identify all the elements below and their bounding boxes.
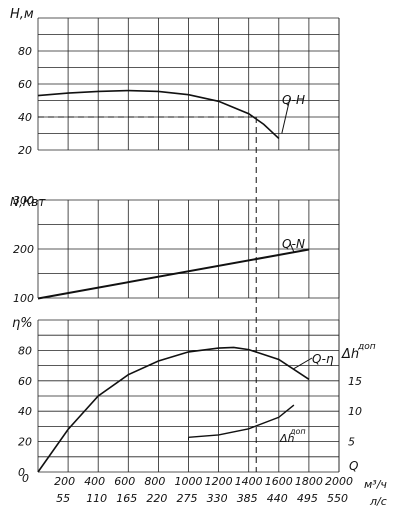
qn-label-leader [289,242,295,253]
x-tick-label-m3h: 200 [54,475,75,488]
origin-label: 0 [22,472,29,485]
qeta-curve [37,346,310,473]
y-tick-label: 60 [18,78,32,91]
power-axis-label: N,Квт [10,195,46,209]
y-tick-label: 80 [18,45,32,58]
chart-curves [37,89,313,473]
y-tick-label: 300 [13,194,34,207]
chart-tick-labels: 20 40 60 80 100 200 300 0 20 40 60 80 5 10 15 200 400 600… [13,45,362,505]
x-tick-label-ls: 110 [86,492,107,505]
y-tick-label: 40 [18,111,32,124]
x-tick-label-m3h: 1400 [235,475,263,488]
npsh-curve-label: Δh [279,432,295,445]
x-tick-label-ls: 275 [177,492,198,505]
x-tick-label-ls: 330 [207,492,228,505]
right-tick-label: 15 [348,375,362,388]
qeta-label-leader [293,357,313,370]
y-tick-label: 0 [18,466,25,479]
x-tick-label-ls: 385 [237,492,258,505]
qh-curve-label: Q-H [282,93,305,107]
chart-grid [37,17,340,473]
x-unit-m3h: м³/ч [364,478,387,491]
x-tick-label-m3h: 1600 [265,475,293,488]
qn-curve-label: Q-N [282,237,305,251]
efficiency-axis-label: η% [12,316,33,331]
x-tick-label-ls: 495 [297,492,318,505]
x-tick-label-m3h: 1000 [175,475,203,488]
x-tick-label-ls: 550 [327,492,348,505]
x-tick-label-ls: 165 [116,492,137,505]
y-tick-label: 20 [18,436,32,449]
x-tick-label-m3h: 1800 [295,475,323,488]
npsh-curve [188,404,295,438]
right-tick-label: 5 [348,436,355,449]
x-tick-label-m3h: 1200 [205,475,233,488]
head-axis-label: H,м [10,7,34,22]
qh-label-leader [281,97,291,134]
npsh-curve-label-sup: доп [289,427,306,436]
npsh-axis-label: Δh [341,347,359,362]
x-tick-label-ls: 220 [146,492,167,505]
x-tick-label-m3h: 600 [114,475,135,488]
y-tick-label: 100 [13,292,34,305]
y-tick-label: 80 [18,344,32,357]
x-tick-label-m3h: 400 [84,475,105,488]
qeta-curve-label: Q-η [312,352,334,366]
y-tick-label: 60 [18,375,32,388]
npsh-axis-label-sup: доп [357,342,376,352]
right-tick-label: 10 [348,405,362,418]
x-tick-label-ls: 440 [267,492,288,505]
x-tick-label-m3h: 2000 [325,475,353,488]
y-tick-label: 200 [13,243,34,256]
x-tick-label-ls: 55 [56,492,70,505]
x-axis-label: Q [349,459,358,473]
y-tick-label: 20 [18,144,32,157]
y-tick-label: 40 [18,405,32,418]
x-tick-label-m3h: 800 [144,475,165,488]
x-unit-ls: л/с [369,495,387,508]
qn-curve [37,248,310,300]
